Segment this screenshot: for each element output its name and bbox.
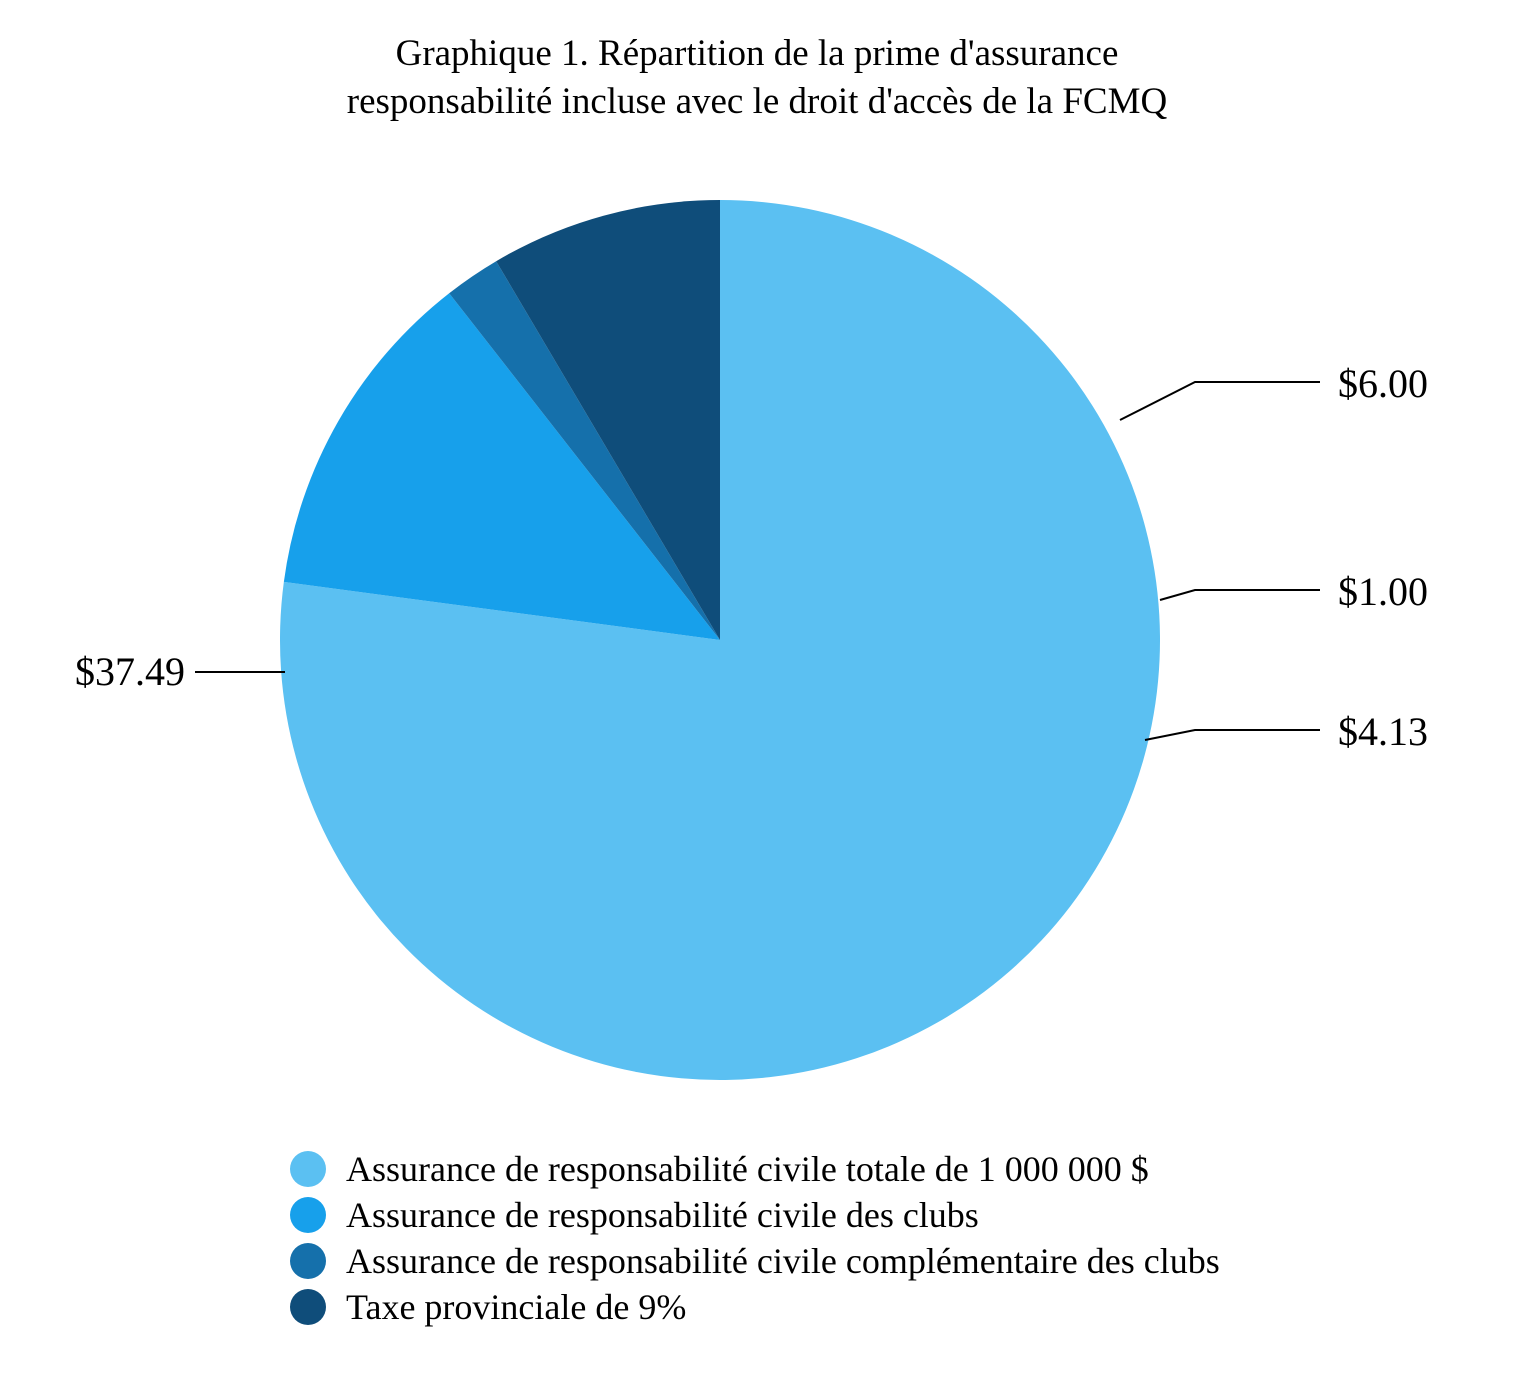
legend-label-1: Assurance de responsabilité civile des c… [346, 1194, 979, 1236]
callout-label-2: $1.00 [1338, 568, 1428, 615]
legend-label-2: Assurance de responsabilité civile compl… [346, 1240, 1220, 1282]
legend-row-1: Assurance de responsabilité civile des c… [290, 1194, 1220, 1236]
legend-swatch-2 [290, 1243, 326, 1279]
callout-label-3: $4.13 [1338, 708, 1428, 755]
legend-row-3: Taxe provinciale de 9% [290, 1286, 1220, 1328]
legend-label-3: Taxe provinciale de 9% [346, 1286, 686, 1328]
pie-chart-container: $37.49 $6.00 $1.00 $4.13 [0, 160, 1514, 1120]
callout-leader-2 [1160, 590, 1320, 600]
callout-label-1: $6.00 [1338, 360, 1428, 407]
legend-row-0: Assurance de responsabilité civile total… [290, 1148, 1220, 1190]
legend: Assurance de responsabilité civile total… [290, 1148, 1220, 1332]
legend-swatch-1 [290, 1197, 326, 1233]
pie-chart [280, 180, 1160, 1100]
callout-leader-3 [1145, 730, 1320, 740]
chart-title: Graphique 1. Répartition de la prime d'a… [0, 0, 1514, 126]
legend-swatch-0 [290, 1151, 326, 1187]
legend-label-0: Assurance de responsabilité civile total… [346, 1148, 1149, 1190]
chart-title-line2: responsabilité incluse avec le droit d'a… [347, 81, 1167, 122]
legend-swatch-3 [290, 1289, 326, 1325]
legend-row-2: Assurance de responsabilité civile compl… [290, 1240, 1220, 1282]
chart-title-line1: Graphique 1. Répartition de la prime d'a… [396, 33, 1119, 74]
callout-label-0: $37.49 [75, 648, 185, 695]
